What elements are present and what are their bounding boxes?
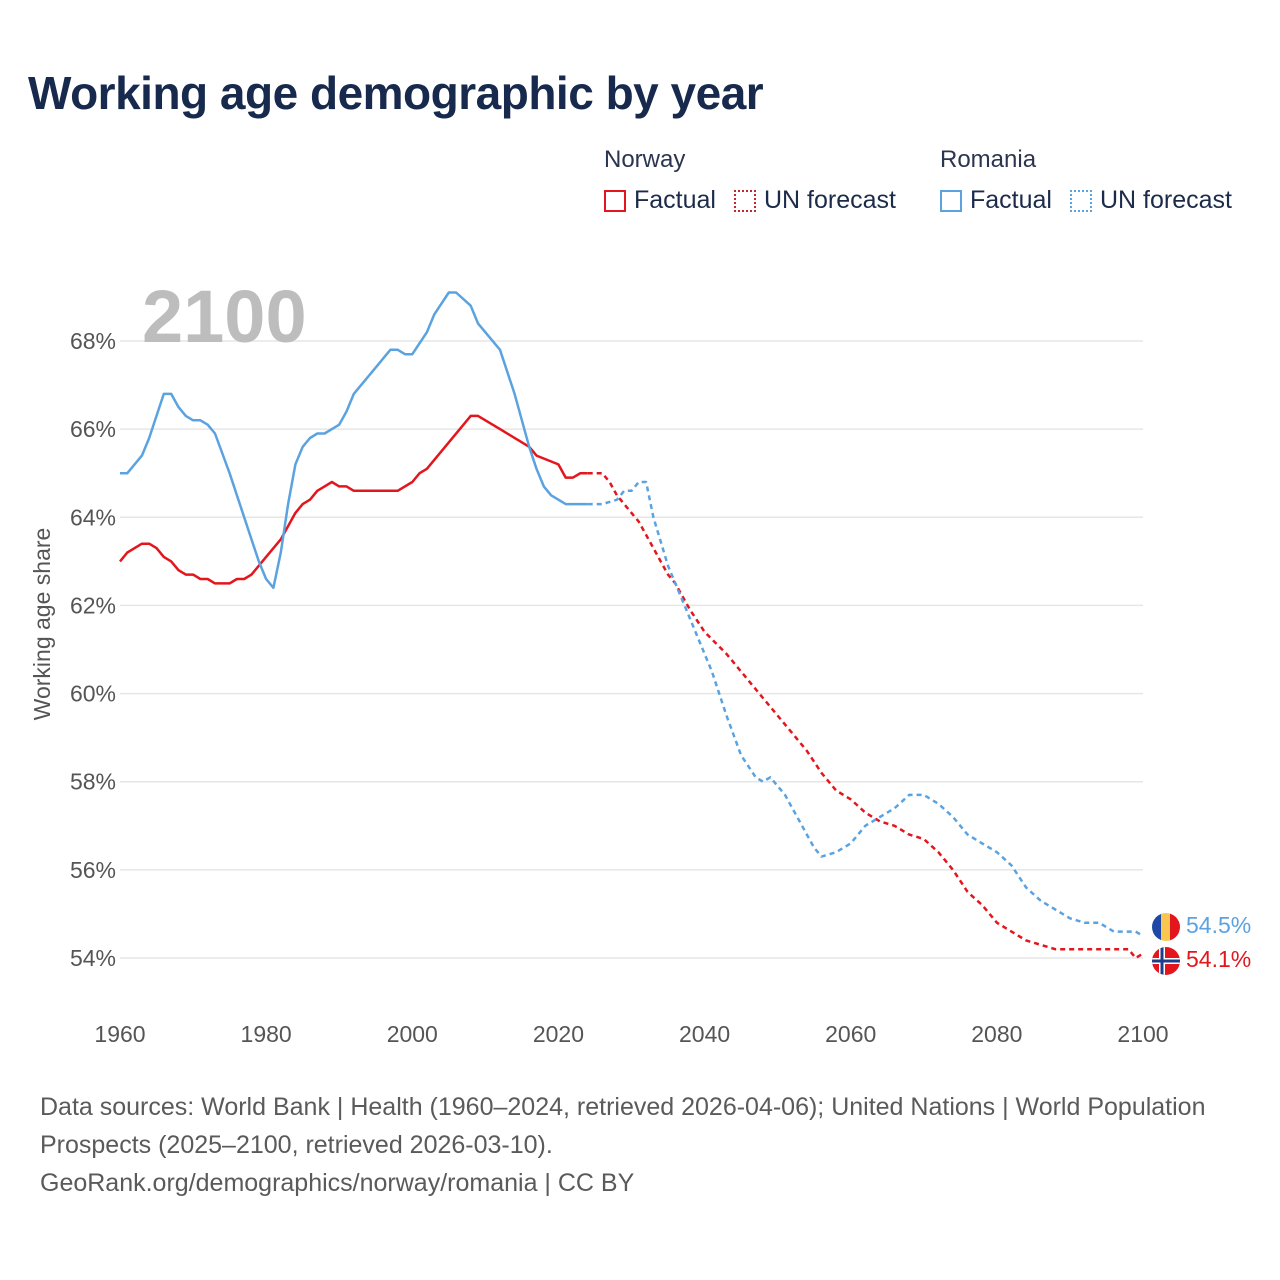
legend-romania: Romania Factual UN forecast xyxy=(940,146,1250,215)
norway-flag-icon xyxy=(1152,947,1180,975)
legend-romania-forecast-label: UN forecast xyxy=(1099,186,1232,214)
source-link[interactable]: GeoRank.org/demographics/norway/romania … xyxy=(40,1169,635,1197)
x-tick-label: 1960 xyxy=(94,1021,145,1047)
romania-factual-line[interactable] xyxy=(120,291,588,590)
y-tick-label: 64% xyxy=(70,504,116,530)
norway-factual-swatch xyxy=(604,189,626,212)
y-tick-label: 56% xyxy=(70,857,116,883)
series-lines xyxy=(119,291,1144,960)
legend-norway-forecast[interactable]: UN forecast xyxy=(733,186,896,215)
grid-lines xyxy=(120,340,1143,959)
legend-norway-factual[interactable]: Factual xyxy=(604,186,716,215)
x-tick-label: 2100 xyxy=(1117,1021,1168,1047)
y-axis-ticks: 54% 56% 58% 60% 62% 64% 66% 68% xyxy=(70,328,116,971)
legend-norway-factual-label: Factual xyxy=(634,186,716,214)
x-axis-ticks: 1960 1980 2000 2020 2040 2060 2080 2100 xyxy=(94,1021,1168,1047)
romania-forecast-swatch xyxy=(1069,189,1092,212)
norway-factual-line[interactable] xyxy=(119,414,588,585)
chart-title: Working age demographic by year xyxy=(28,67,764,119)
y-tick-label: 66% xyxy=(70,416,116,442)
y-axis-label: Working age share xyxy=(29,528,55,721)
y-tick-label: 62% xyxy=(70,592,116,618)
romania-factual-swatch xyxy=(940,189,962,212)
x-tick-label: 2060 xyxy=(825,1021,876,1047)
norway-end-value: 54.1% xyxy=(1186,946,1251,972)
norway-forecast-swatch xyxy=(733,189,756,212)
legend-romania-factual[interactable]: Factual xyxy=(940,186,1052,215)
line-chart: 2100 54% 56% 58% 60% 62% 64% 66% 68% 1960 1980 20… xyxy=(29,275,1251,1047)
legend-norway: Norway Factual UN forecast xyxy=(604,146,914,215)
y-tick-label: 68% xyxy=(70,328,116,354)
x-tick-label: 2040 xyxy=(679,1021,730,1047)
romania-flag-icon xyxy=(1152,913,1180,941)
y-tick-label: 58% xyxy=(70,769,116,795)
legend-romania-factual-label: Factual xyxy=(970,186,1052,214)
x-tick-label: 1980 xyxy=(241,1021,292,1047)
legend-romania-name: Romania xyxy=(940,146,1037,173)
legend-norway-forecast-label: UN forecast xyxy=(763,186,896,214)
footer: Data sources: World Bank | Health (1960–… xyxy=(40,1088,1240,1202)
data-sources: Data sources: World Bank | Health (1960–… xyxy=(40,1093,1206,1159)
end-markers: 54.5% 54.1% xyxy=(1152,912,1251,975)
legend-romania-forecast[interactable]: UN forecast xyxy=(1069,186,1232,215)
legend-norway-name: Norway xyxy=(604,146,686,173)
x-tick-label: 2000 xyxy=(387,1021,438,1047)
norway-forecast-line[interactable] xyxy=(587,471,1144,960)
x-tick-label: 2080 xyxy=(971,1021,1022,1047)
y-tick-label: 54% xyxy=(70,945,116,971)
x-tick-label: 2020 xyxy=(533,1021,584,1047)
year-watermark: 2100 xyxy=(142,275,307,358)
y-tick-label: 60% xyxy=(70,681,116,707)
romania-end-value: 54.5% xyxy=(1186,912,1251,938)
romania-forecast-line[interactable] xyxy=(587,480,1144,938)
